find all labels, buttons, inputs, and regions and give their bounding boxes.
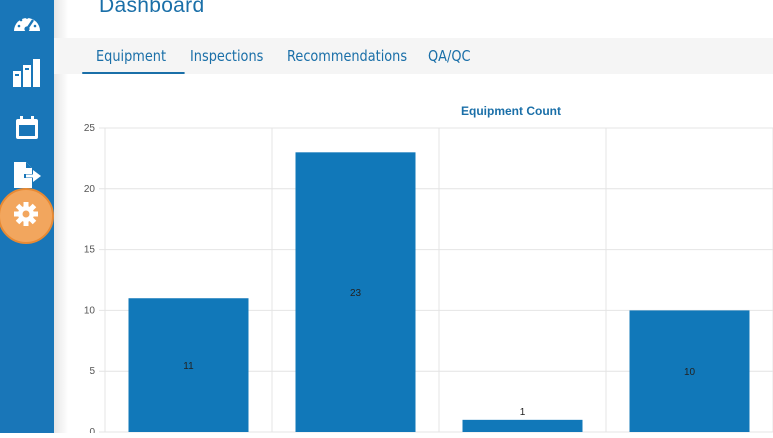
- y-tick-label: 15: [84, 245, 96, 256]
- bar: [462, 419, 583, 432]
- y-tick-label: 25: [84, 123, 96, 134]
- equipment-count-chart: Equipment Count 0 5 10 15 20 25 11 23 1 10: [54, 74, 773, 438]
- settings-button[interactable]: [0, 188, 54, 244]
- industry-icon[interactable]: [9, 55, 45, 91]
- sidebar-shadow: [54, 0, 68, 433]
- speedometer-icon[interactable]: [9, 6, 45, 42]
- tab-equipment[interactable]: Equipment: [82, 38, 186, 74]
- bar-data-label: 23: [350, 288, 362, 299]
- y-tick-label: 10: [84, 305, 96, 316]
- sidebar: [0, 0, 54, 433]
- file-export-icon[interactable]: [9, 157, 45, 193]
- bar-data-label: 10: [684, 367, 696, 378]
- tab-bar: Equipment Inspections Recommendations QA…: [54, 38, 773, 74]
- y-tick-label: 0: [89, 427, 95, 433]
- y-tick-label: 20: [84, 184, 96, 195]
- page-title: Dashboard: [99, 0, 205, 17]
- gear-icon: [12, 200, 40, 233]
- tab-qaqc[interactable]: QA/QC: [428, 47, 471, 65]
- bar: [128, 298, 249, 432]
- bar: [295, 152, 416, 432]
- y-tick-label: 5: [89, 366, 95, 377]
- bar: [629, 310, 750, 432]
- chart-title: Equipment Count: [461, 104, 561, 118]
- bar-data-label: 11: [183, 361, 194, 372]
- bar-data-label: 1: [520, 407, 526, 418]
- tab-inspections[interactable]: Inspections: [190, 47, 264, 65]
- calendar-icon[interactable]: [9, 110, 45, 146]
- chart-canvas: Equipment Count 0 5 10 15 20 25 11 23 1 10: [84, 104, 773, 438]
- tab-recommendations[interactable]: Recommendations: [287, 47, 408, 65]
